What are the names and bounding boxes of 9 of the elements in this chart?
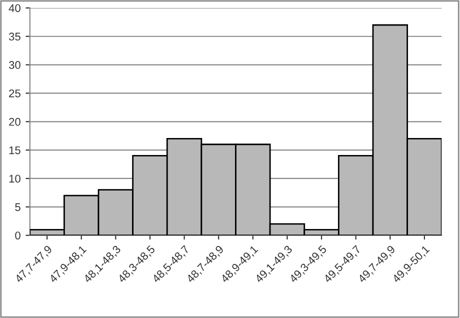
y-tick-label: 25 [9, 89, 20, 98]
y-tick-label: 40 [8, 4, 20, 12]
y-tick-label: 5 [15, 203, 20, 212]
y-tick-label: 0 [15, 232, 20, 240]
y-tick-label: 30 [8, 61, 20, 69]
y-tick-label: 35 [8, 32, 20, 41]
y-tick-label: 15 [9, 146, 20, 154]
y-tick-label: 10 [9, 174, 20, 183]
y-tick-label: 20 [9, 118, 20, 126]
